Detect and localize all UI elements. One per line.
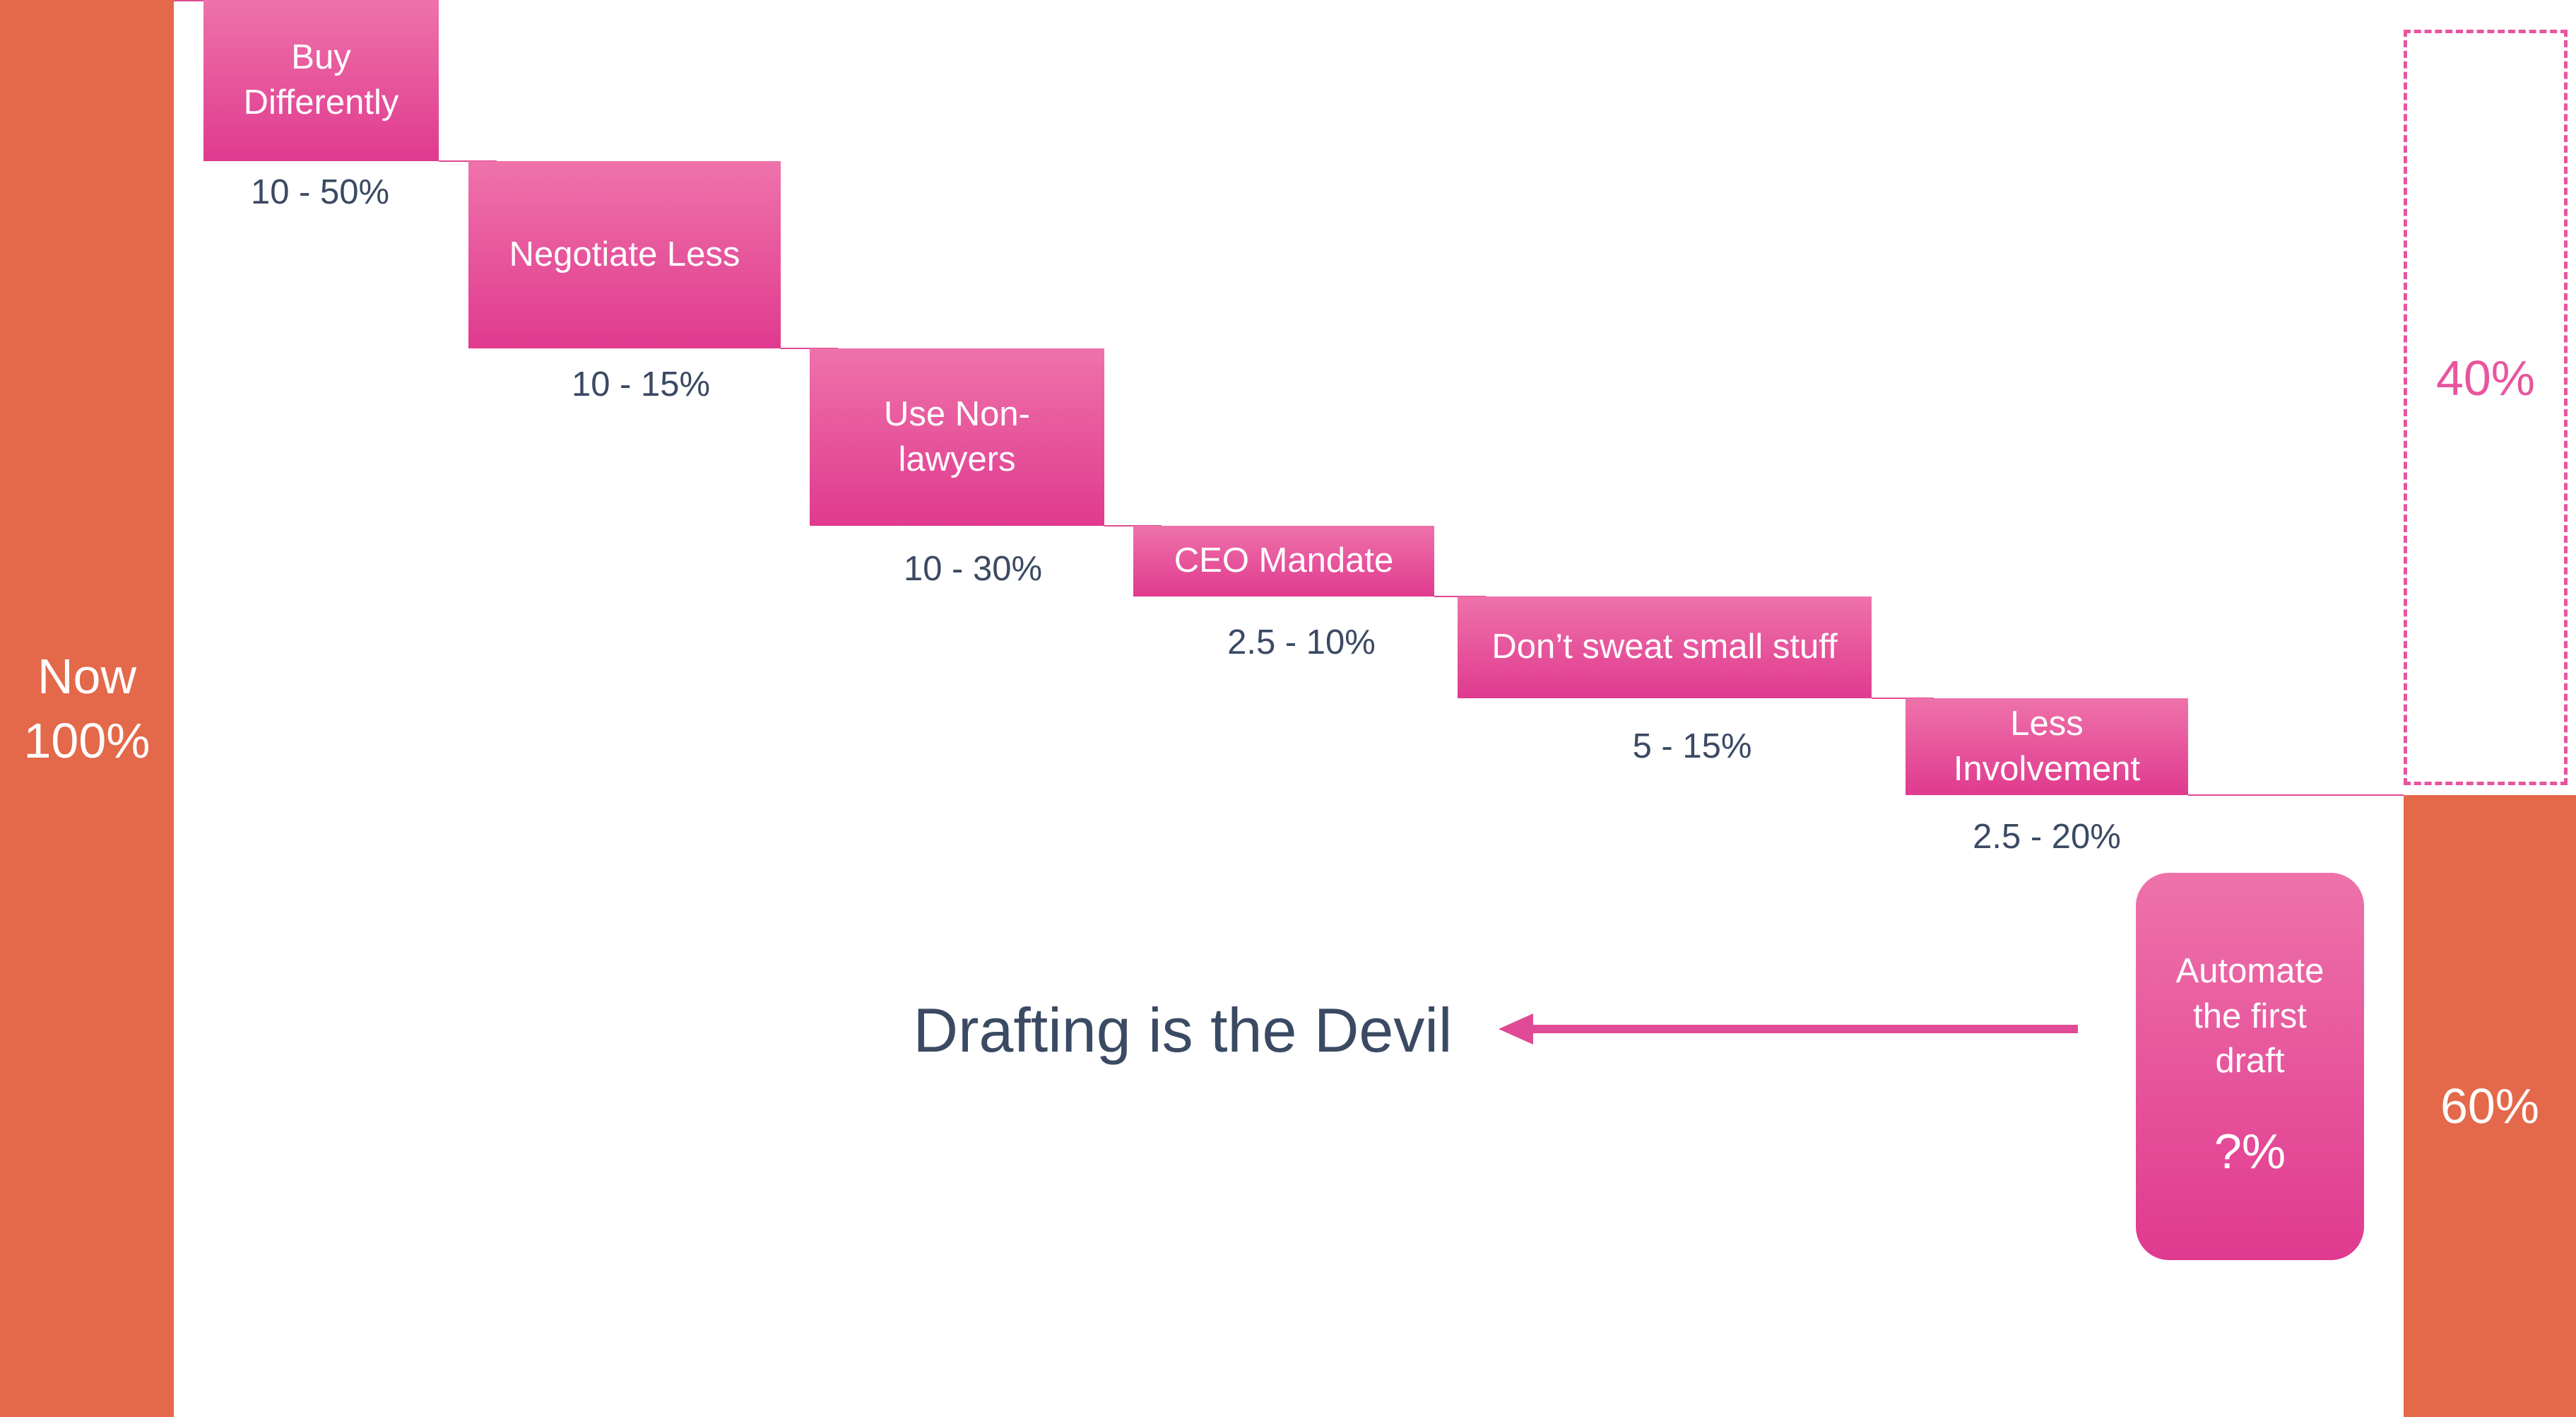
text-line: draft [2215,1042,2285,1081]
text-line: Use Non- [884,394,1030,433]
step-box: CEO Mandate [1133,526,1434,596]
step-range: 2.5 - 20% [1973,818,2121,856]
step-box: Buy Differently [203,0,439,161]
step-range: 10 - 50% [250,173,390,211]
step-box: Use Non-lawyers [810,348,1104,526]
text-line: Differently [243,83,399,122]
callout: Drafting is the Devil [913,995,1453,1065]
text-line: Negotiate Less [509,235,740,274]
connector [439,160,497,162]
connector [781,348,838,349]
remaining-label: 60% [2440,1078,2540,1134]
step-box: Less Involvement [1906,698,2188,795]
connector [174,0,203,1]
step-box: Negotiate Less [468,161,781,348]
text-line: Buy [291,38,351,77]
step-range: 10 - 30% [903,550,1043,588]
automate-box: Automate the first draft?% [2136,873,2364,1260]
start-bar: Now 100% [0,0,174,1417]
step-range: 10 - 15% [571,365,711,404]
text-line: the first [2193,996,2307,1035]
connector [1104,525,1162,527]
text-line: Don’t sweat small stuff [1491,628,1838,666]
savings-label: 40% [2435,351,2536,406]
savings-box [2404,30,2568,785]
connector [2188,794,2404,796]
text-line: lawyers [898,440,1016,478]
text-line: Automate [2175,951,2324,990]
arrow [1499,1013,2078,1045]
text-line: Involvement [1953,749,2141,788]
automate-value: ?% [2214,1124,2286,1180]
step-range: 5 - 15% [1632,727,1752,765]
text-line: CEO Mandate [1174,541,1394,580]
remaining-bar: 60% [2404,795,2576,1417]
step-range: 2.5 - 10% [1227,623,1376,662]
connector [1872,698,1934,699]
step-box: Don’t sweat small stuff [1458,596,1872,698]
text-line: Less [2010,704,2084,743]
text-line: 100% [23,712,150,768]
text-line: Now [37,648,137,704]
